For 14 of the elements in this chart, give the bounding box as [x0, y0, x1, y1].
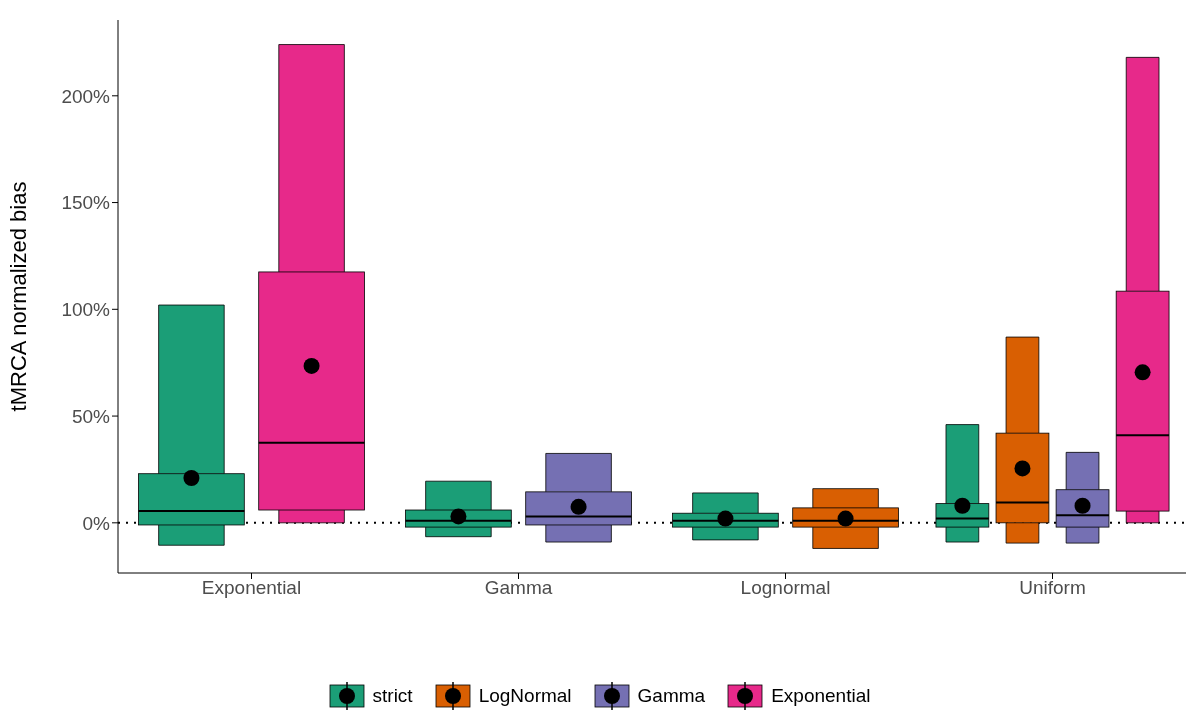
legend-label: LogNormal [478, 685, 572, 707]
y-tick-label: 200% [61, 85, 111, 107]
legend-label: strict [372, 685, 413, 707]
y-tick-label: 100% [61, 299, 111, 321]
y-tick-label: 150% [61, 192, 111, 214]
y-tick-label: 0% [82, 512, 111, 534]
x-tick-label: Uniform [1019, 577, 1086, 599]
y-tick-label: 50% [71, 405, 111, 427]
x-tick-label: Exponential [201, 577, 302, 599]
x-tick-label: Gamma [484, 577, 553, 599]
y-axis-title: tMRCA normalized bias [5, 181, 31, 412]
legend-label: Gamma [637, 685, 706, 707]
legend-label: Exponential [771, 685, 871, 707]
x-tick-label: Lognormal [740, 577, 831, 599]
